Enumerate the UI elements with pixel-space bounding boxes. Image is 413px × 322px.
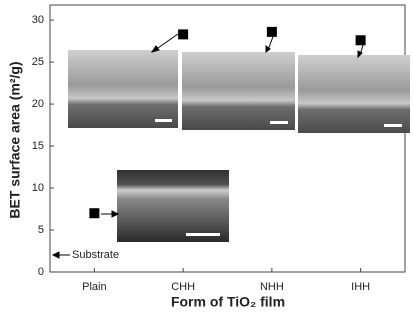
y-tick-label: 10 <box>32 182 44 194</box>
marker <box>178 29 189 40</box>
x-tick-label: IHH <box>351 281 370 293</box>
marker <box>266 26 277 37</box>
y-tick-label: 25 <box>32 56 44 68</box>
y-tick-label: 15 <box>32 140 44 152</box>
scale-bar <box>155 119 172 122</box>
scale-bar <box>186 233 220 236</box>
x-axis-title: Form of TiO₂ film <box>171 294 285 310</box>
sem-image <box>298 55 410 133</box>
y-axis-title: BET surface area (m²/g) <box>7 61 23 218</box>
sem-image <box>68 50 178 128</box>
y-tick-label: 30 <box>32 14 44 26</box>
y-tick-label: 20 <box>32 98 44 110</box>
marker <box>89 208 100 219</box>
arrowhead <box>150 45 160 53</box>
y-tick-label: 0 <box>38 266 44 278</box>
sem-images <box>68 50 410 242</box>
arrowhead <box>357 50 363 59</box>
sem-image <box>117 170 229 242</box>
arrowhead <box>265 45 271 53</box>
x-tick-label: CHH <box>171 281 195 293</box>
scale-bar <box>384 124 402 127</box>
arrowhead <box>111 210 120 218</box>
arrow <box>154 33 179 51</box>
y-tick-label: 5 <box>38 224 44 236</box>
arrowhead <box>51 251 60 259</box>
plot-frame <box>49 4 406 273</box>
sem-image <box>182 52 295 130</box>
marker <box>355 35 366 46</box>
annotation: Substrate <box>72 249 119 261</box>
arrows <box>51 33 365 259</box>
x-tick-label: NHH <box>260 281 284 293</box>
x-tick-label: Plain <box>82 281 106 293</box>
scale-bar <box>270 121 288 124</box>
